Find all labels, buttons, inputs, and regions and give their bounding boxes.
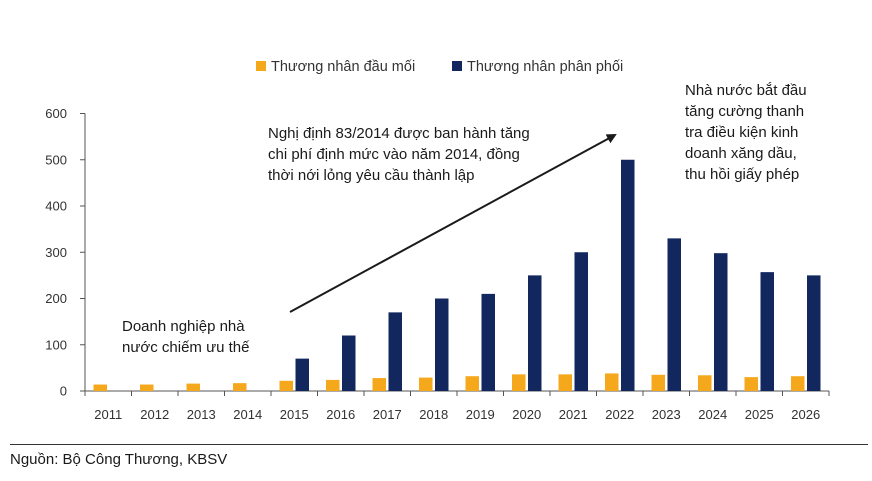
x-tick-label: 2016 [326, 407, 355, 422]
bar-phan-phoi [667, 238, 681, 391]
annotation-decree-line: chi phí định mức vào năm 2014, đồng [268, 146, 520, 163]
bar-dau-moi [651, 374, 665, 391]
bar-dau-moi [558, 374, 572, 391]
x-tick-label: 2015 [280, 407, 309, 422]
y-tick-label: 100 [45, 337, 67, 352]
x-tick-label: 2023 [652, 407, 681, 422]
legend-label: Thương nhân phân phối [467, 59, 623, 75]
x-tick-label: 2026 [791, 407, 820, 422]
bar-phan-phoi [435, 298, 449, 391]
bar-dau-moi [186, 383, 200, 391]
chart-legend: Thương nhân đầu mối Thương nhân phân phối [256, 59, 623, 75]
bar-dau-moi [791, 376, 805, 391]
x-tick-label: 2017 [373, 407, 402, 422]
bar-phan-phoi [295, 358, 309, 391]
y-tick-label: 500 [45, 152, 67, 167]
annotation-decree-line: thời nới lỏng yêu cầu thành lập [268, 167, 474, 184]
bar-chart: Thương nhân đầu mối Thương nhân phân phối… [45, 59, 830, 422]
legend-swatch [452, 61, 462, 71]
bar-dau-moi [605, 373, 619, 391]
bar-dau-moi [465, 376, 479, 391]
bar-phan-phoi [621, 159, 635, 391]
bar-dau-moi [419, 377, 433, 391]
chart-annotations: Doanh nghiệp nhà nước chiếm ưu thế Nghị đị… [122, 82, 807, 356]
bar-dau-moi [279, 380, 293, 391]
annotation-state-line: nước chiếm ưu thế [122, 339, 250, 356]
bar-dau-moi [512, 374, 526, 391]
bar-phan-phoi [714, 253, 728, 391]
source-divider [10, 444, 868, 445]
bar-phan-phoi [528, 275, 542, 391]
y-tick-label: 300 [45, 245, 67, 260]
x-tick-label: 2014 [233, 407, 262, 422]
bar-phan-phoi [388, 312, 402, 391]
annotation-tighten-line: thu hồi giấy phép [685, 166, 799, 183]
annotation-tighten-line: Nhà nước bắt đầu [685, 82, 807, 99]
legend-swatch [256, 61, 266, 71]
bar-phan-phoi [342, 335, 356, 391]
bar-dau-moi [140, 384, 154, 391]
legend-label: Thương nhân đầu mối [271, 59, 415, 75]
x-tick-label: 2022 [605, 407, 634, 422]
y-tick-label: 600 [45, 106, 67, 121]
x-tick-label: 2024 [698, 407, 727, 422]
y-tick-label: 200 [45, 291, 67, 306]
bar-dau-moi [233, 383, 247, 391]
annotation-tighten-line: tra điều kiện kinh [685, 124, 798, 141]
chart-source: Nguồn: Bộ Công Thương, KBSV [10, 451, 228, 468]
x-tick-label: 2025 [745, 407, 774, 422]
x-tick-label: 2011 [94, 407, 122, 422]
y-tick-label: 0 [60, 384, 67, 399]
x-tick-label: 2020 [512, 407, 541, 422]
x-tick-label: 2018 [419, 407, 448, 422]
bar-dau-moi [326, 379, 340, 391]
x-tick-label: 2012 [140, 407, 169, 422]
x-tick-label: 2013 [187, 407, 216, 422]
chart-bars [93, 159, 821, 391]
x-tick-label: 2019 [466, 407, 495, 422]
bar-dau-moi [93, 384, 107, 391]
annotation-decree-line: Nghị định 83/2014 được ban hành tăng [268, 125, 530, 142]
bar-phan-phoi [807, 275, 821, 391]
bar-dau-moi [744, 377, 758, 391]
chart-axes: 0 100 200 300 400 500 600 2011 2012 2013 2014 2015 2… [45, 106, 830, 422]
bar-dau-moi [698, 375, 712, 391]
annotation-tighten-line: tăng cường thanh [685, 103, 804, 120]
annotation-tighten-line: doanh xăng dầu, [685, 145, 797, 162]
bar-phan-phoi [481, 293, 495, 391]
bar-phan-phoi [760, 272, 774, 391]
x-tick-label: 2021 [559, 407, 588, 422]
trend-arrow [289, 134, 617, 313]
y-tick-label: 400 [45, 199, 67, 214]
annotation-state-line: Doanh nghiệp nhà [122, 318, 245, 335]
bar-dau-moi [372, 378, 386, 391]
bar-phan-phoi [574, 252, 588, 391]
